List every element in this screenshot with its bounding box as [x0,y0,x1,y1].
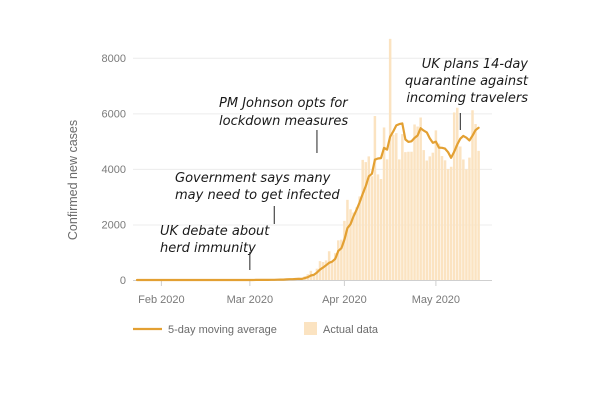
annotation-line: lockdown measures [219,114,348,129]
bar [355,207,358,280]
bar [477,150,480,280]
bar [358,196,361,280]
bar [440,156,444,280]
bar [346,199,349,280]
bar [327,251,331,280]
bar [382,127,386,280]
bar [422,150,425,280]
annotation-line: UK debate about [160,224,270,239]
bar [416,126,419,281]
bar [449,166,453,280]
bar [388,38,392,280]
bar [410,151,413,280]
legend-line-label: 5-day moving average [168,324,277,336]
bar [452,112,456,280]
y-tick-label: 8000 [102,53,126,65]
x-tick-label: Mar 2020 [227,294,273,306]
bar [321,262,325,280]
annotation-line: Government says many [175,171,331,186]
annotation: UK plans 14-day quarantine against incomin… [405,57,529,130]
annotation-line: PM Johnson opts for [219,96,349,111]
bar [334,253,337,280]
bar [459,146,462,280]
bar [361,159,364,280]
annotation: UK debate about herd immunity [160,224,270,270]
bar [425,160,428,280]
y-tick-label: 4000 [102,164,126,176]
bar [340,239,343,280]
annotation: PM Johnson opts for lockdown measures [219,96,349,153]
bar [391,134,395,280]
y-axis-ticks: 0 2000 4000 6000 8000 [102,53,126,287]
bar [456,107,459,280]
bar [428,156,432,280]
legend: 5-day moving average Actual data [133,322,379,336]
moving-average-line [135,122,480,282]
y-tick-label: 6000 [102,108,126,120]
bar [401,134,404,280]
y-tick-label: 0 [120,275,126,287]
annotation-line: UK plans 14-day [422,57,529,72]
y-tick-label: 2000 [102,219,126,231]
annotations: UK debate about herd immunity Government s… [160,57,529,270]
annotation-line: quarantine against [405,74,529,89]
x-axis-ticks: Feb 2020 Mar 2020 Apr 2020 May 2020 [138,281,460,306]
bar [343,220,346,280]
bar [446,169,450,280]
bar [376,174,380,280]
bar [352,212,355,280]
bar [468,157,471,280]
bar [312,275,316,280]
annotation: Government says many may need to get infe… [175,171,340,224]
annotation-line: may need to get infected [175,188,340,203]
bar [437,143,441,280]
bar [465,169,468,280]
bar [407,151,410,280]
bar [379,179,383,280]
bar [367,156,371,280]
annotation-line: incoming travelers [406,91,528,106]
bar [462,159,465,280]
bar [404,152,407,280]
bar [434,130,438,280]
annotation-text: PM Johnson opts for lockdown measures [219,96,349,129]
bar [474,124,477,280]
legend-bar-label: Actual data [323,324,379,336]
bar [398,159,401,280]
x-tick-label: May 2020 [412,294,460,306]
legend-bar-swatch [304,322,317,335]
bar [385,159,389,280]
x-tick-label: Apr 2020 [322,294,367,306]
bar [431,152,435,280]
bar [443,160,447,280]
bar [315,268,319,280]
annotation-text: UK debate about herd immunity [160,224,270,256]
bar [395,133,398,280]
bar [413,124,416,280]
bar [370,176,374,280]
annotation-text: UK plans 14-day quarantine against incomin… [405,57,529,106]
bar [373,116,377,281]
annotation-line: herd immunity [160,241,256,256]
bar [349,209,352,280]
bar [324,260,328,280]
y-axis-label: Confirmed new cases [66,120,80,240]
bar [364,162,367,280]
bar [330,261,334,280]
bar [471,110,474,280]
bar [337,240,340,280]
annotation-text: Government says many may need to get infe… [175,171,340,203]
x-tick-label: Feb 2020 [138,294,184,306]
bar [419,117,422,280]
